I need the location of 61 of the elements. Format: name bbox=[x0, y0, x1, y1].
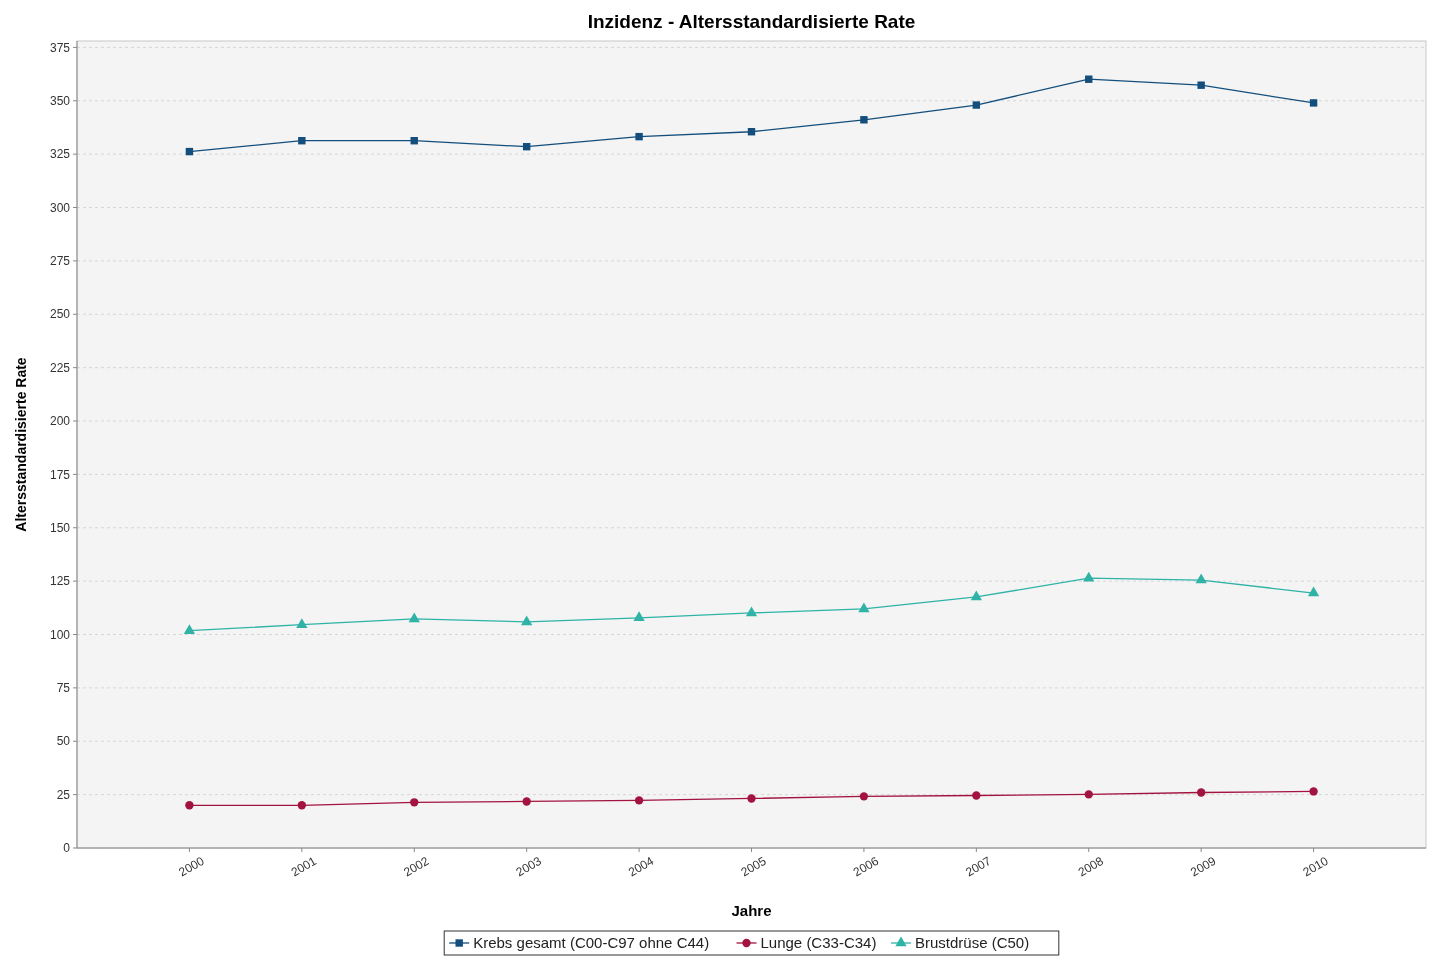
y-tick-label: 150 bbox=[49, 520, 71, 535]
point bbox=[1309, 787, 1318, 796]
x-tick-label: 2010 bbox=[1300, 853, 1331, 880]
point bbox=[1307, 586, 1320, 597]
point bbox=[859, 792, 869, 801]
y-tick-label: 125 bbox=[49, 574, 71, 589]
point bbox=[296, 618, 308, 628]
y-tick-label: 200 bbox=[49, 414, 71, 429]
point bbox=[970, 590, 982, 601]
point bbox=[633, 611, 645, 622]
y-tick-label: 350 bbox=[49, 93, 71, 108]
point bbox=[521, 615, 533, 626]
x-tick-label: 2002 bbox=[401, 853, 432, 880]
point bbox=[297, 801, 307, 810]
x-tick-label: 2006 bbox=[850, 853, 882, 880]
y-tick-label: 300 bbox=[49, 200, 71, 215]
y-axis-title: Altersstandardisierte Rate bbox=[13, 357, 29, 532]
x-tick-label: 2007 bbox=[963, 853, 994, 880]
x-tick-label: 2000 bbox=[176, 853, 207, 880]
point bbox=[185, 801, 194, 810]
point bbox=[1196, 788, 1206, 797]
x-tick-label: 2009 bbox=[1188, 853, 1219, 880]
point bbox=[1083, 571, 1095, 582]
y-tick-label: 275 bbox=[49, 254, 71, 269]
y-tick-label: 50 bbox=[56, 734, 71, 749]
y-tick-label: 250 bbox=[49, 307, 71, 322]
y-tick-label: 175 bbox=[49, 467, 71, 482]
point bbox=[1195, 573, 1207, 584]
y-tick-label: 325 bbox=[49, 147, 71, 162]
x-tick-label: 2008 bbox=[1075, 853, 1107, 880]
point bbox=[972, 101, 981, 109]
y-tick-label: 75 bbox=[56, 681, 71, 696]
point bbox=[858, 602, 870, 613]
point bbox=[860, 116, 868, 124]
x-tick-label: 2003 bbox=[513, 853, 545, 880]
point bbox=[522, 797, 531, 806]
legend-label: Lunge (C33-C34) bbox=[760, 934, 877, 952]
y-tick-label: 100 bbox=[49, 627, 71, 642]
y-tick-label: 25 bbox=[56, 787, 71, 802]
point bbox=[635, 132, 643, 141]
point bbox=[410, 798, 419, 807]
chart-title: Inzidenz - Altersstandardisierte Rate bbox=[587, 11, 916, 32]
legend-label: Krebs gesamt (C00-C97 ohne C44) bbox=[473, 934, 710, 952]
point bbox=[1197, 81, 1205, 89]
x-axis-title: Jahre bbox=[731, 902, 772, 919]
legend-label: Brustdrüse (C50) bbox=[915, 934, 1030, 952]
point bbox=[972, 791, 981, 800]
x-tick-label: 2001 bbox=[288, 853, 320, 880]
point bbox=[183, 624, 196, 634]
y-tick-label: 375 bbox=[49, 40, 71, 55]
x-tick-label: 2004 bbox=[626, 853, 657, 880]
point bbox=[298, 136, 306, 145]
y-tick-label: 225 bbox=[49, 360, 71, 375]
point bbox=[747, 794, 756, 803]
point bbox=[634, 796, 644, 805]
point bbox=[408, 612, 420, 623]
x-tick-label: 2005 bbox=[738, 853, 769, 880]
point bbox=[1084, 790, 1093, 799]
point bbox=[745, 606, 758, 617]
y-tick-label: 0 bbox=[63, 841, 71, 856]
point bbox=[1309, 99, 1318, 107]
